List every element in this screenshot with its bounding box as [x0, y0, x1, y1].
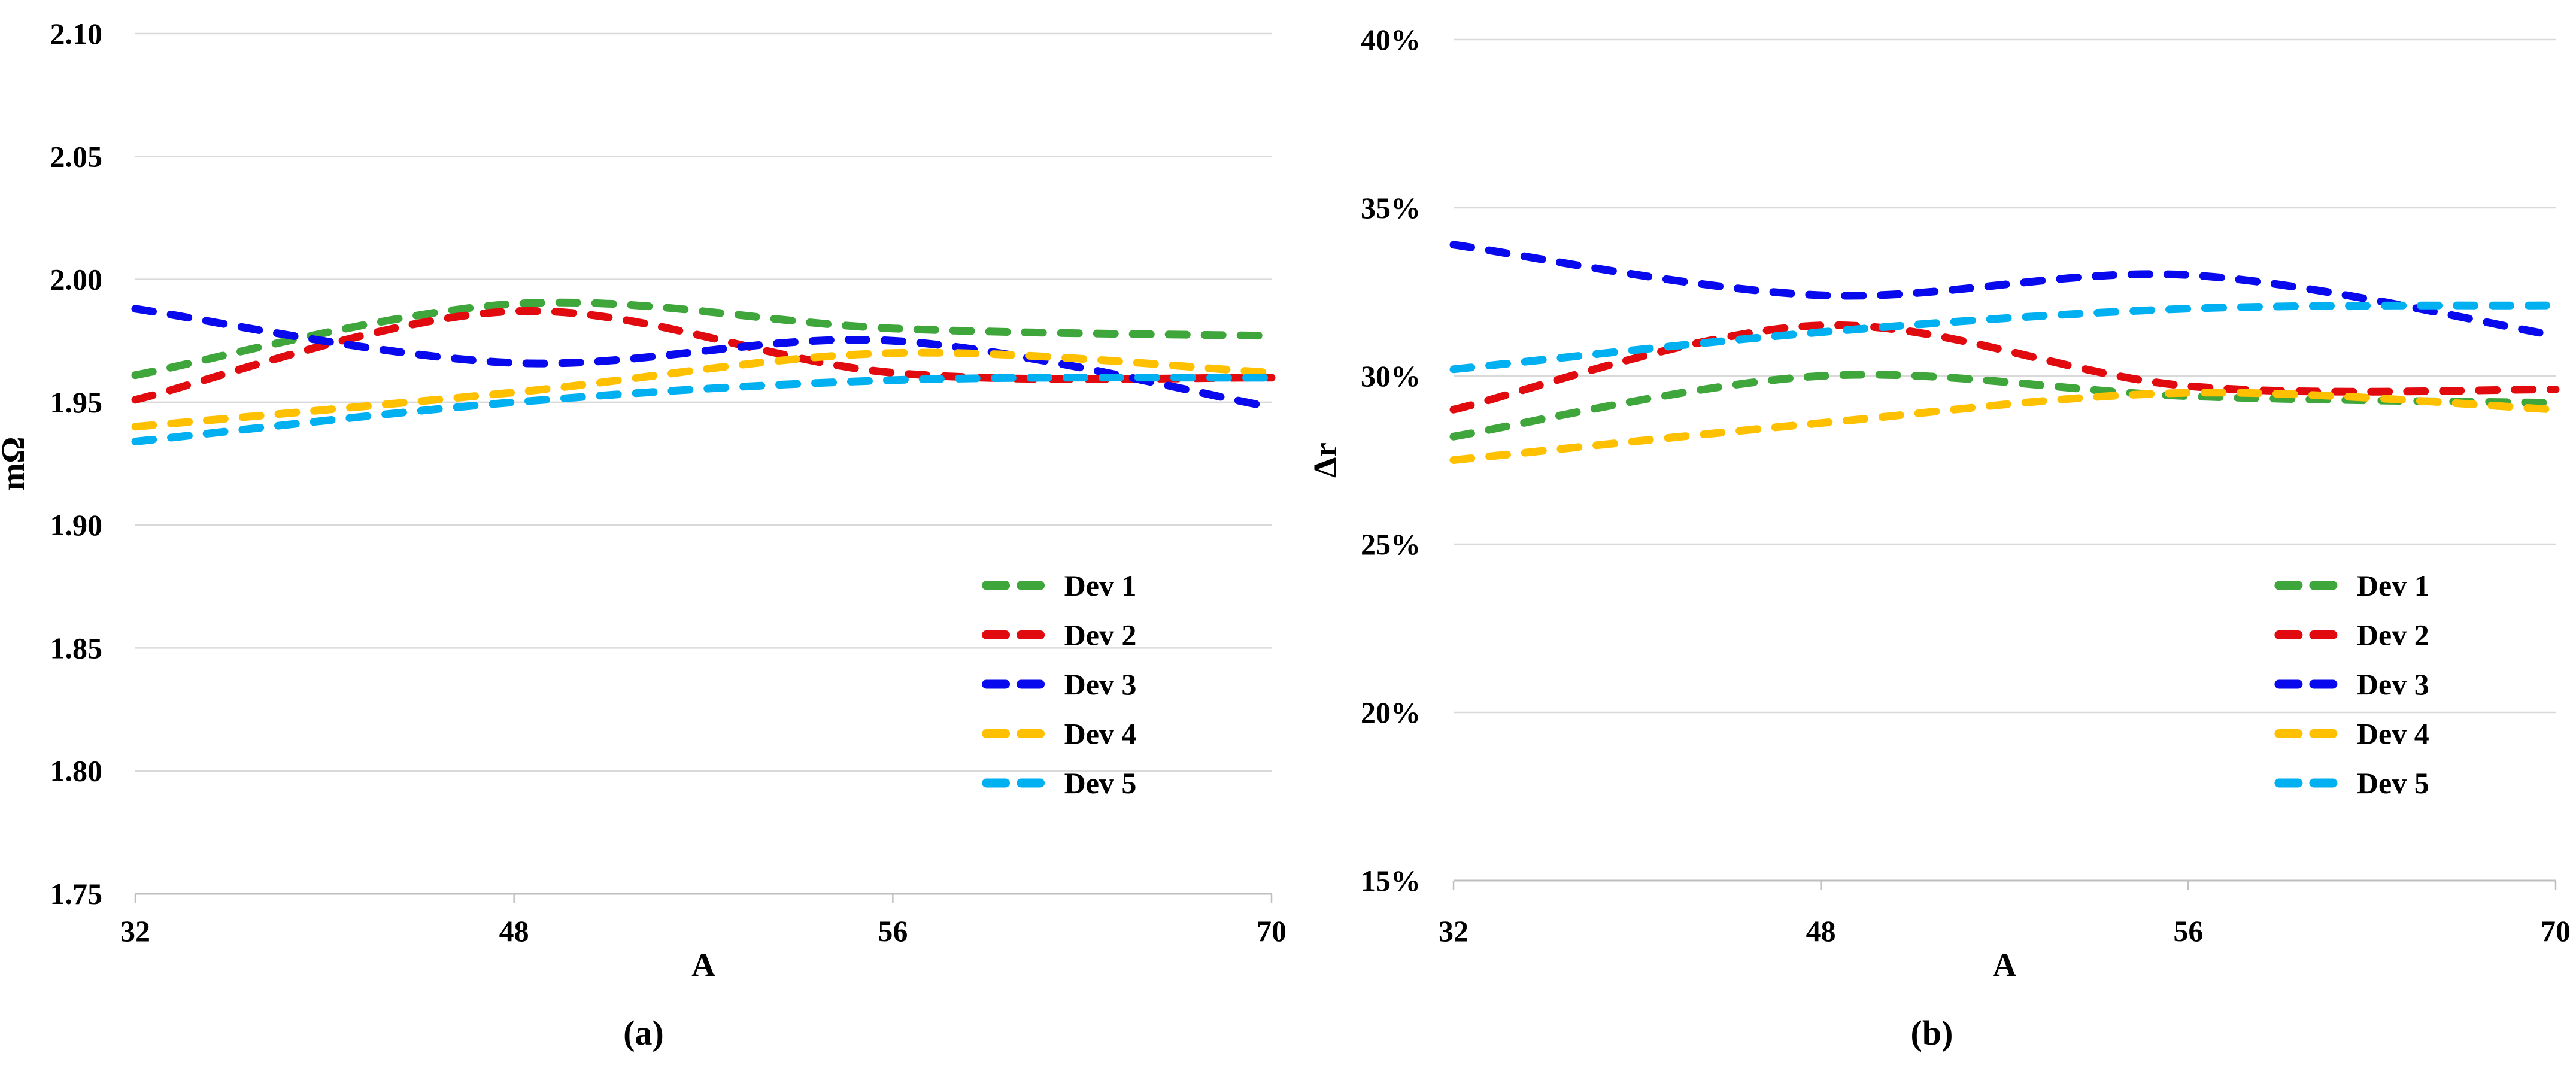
y-tick-label: 1.95	[50, 386, 103, 419]
series-dev-2-line	[1449, 321, 2560, 414]
y-gridlines	[1454, 38, 2556, 714]
legend-label-dev-5: Dev 5	[1064, 766, 1137, 800]
y-tick-label: 15%	[1361, 864, 1421, 897]
y-gridlines	[135, 32, 1272, 772]
legend-item-dev-1: Dev 1	[982, 569, 1137, 602]
x-axis-title: A	[691, 946, 715, 983]
y-tick-label: 1.90	[50, 508, 103, 542]
x-tick-label: 48	[499, 914, 529, 948]
x-axis-title: A	[1993, 946, 2017, 983]
legend-label-dev-5: Dev 5	[2357, 766, 2429, 800]
legend-label-dev-3: Dev 3	[2357, 667, 2429, 701]
y-tick-label: 30%	[1361, 359, 1421, 393]
legend-label-dev-4: Dev 4	[2357, 717, 2429, 751]
series-group	[131, 298, 1276, 445]
series-dev-4-line	[1449, 389, 2560, 464]
y-tick-label: 20%	[1361, 696, 1421, 729]
legend-item-dev-4: Dev 4	[2274, 717, 2429, 751]
legend-label-dev-2: Dev 2	[1064, 618, 1137, 652]
legend-item-dev-3: Dev 3	[982, 667, 1137, 701]
x-tick-label: 32	[1439, 914, 1468, 948]
series-dev-5-line	[1449, 301, 2560, 374]
y-tick-label: 2.00	[50, 263, 103, 296]
chart-caption-a: (a)	[623, 1014, 664, 1052]
legend-label-dev-3: Dev 3	[1064, 667, 1137, 701]
legend-item-dev-5: Dev 5	[982, 766, 1137, 800]
series-dev-3-line	[131, 305, 1276, 411]
y-tick-label: 1.75	[50, 877, 103, 911]
y-tick-labels: 40% 35% 30% 25% 20% 15%	[1361, 23, 1421, 897]
y-tick-label: 2.10	[50, 17, 103, 50]
series-dev-5-line	[131, 374, 1276, 445]
legend-item-dev-1: Dev 1	[2274, 569, 2429, 602]
x-tick-label: 56	[2173, 914, 2203, 948]
x-tick-label: 70	[2541, 914, 2571, 948]
legend-item-dev-5: Dev 5	[2274, 766, 2429, 800]
y-tick-label: 1.85	[50, 631, 103, 665]
x-tick-label: 48	[1806, 914, 1836, 948]
y-axis-title: mΩ	[0, 437, 31, 491]
legend-label-dev-4: Dev 4	[1064, 717, 1137, 751]
x-tick-label: 70	[1257, 914, 1287, 948]
chart-caption-b: (b)	[1911, 1014, 1953, 1052]
legend: Dev 1 Dev 2 Dev 3 Dev 4 Dev 5	[2274, 569, 2429, 800]
y-tick-labels: 2.10 2.05 2.00 1.95 1.90 1.85 1.80 1.75	[50, 17, 103, 911]
series-dev-1-line	[131, 298, 1276, 380]
y-tick-label: 1.80	[50, 754, 103, 788]
series-group	[1449, 241, 2560, 464]
legend-item-dev-2: Dev 2	[2274, 618, 2429, 652]
x-tick-label: 32	[120, 914, 150, 948]
legend-item-dev-2: Dev 2	[982, 618, 1137, 652]
series-dev-2-line	[131, 307, 1276, 404]
legend: Dev 1 Dev 2 Dev 3 Dev 4 Dev 5	[982, 569, 1137, 800]
series-dev-4-line	[131, 348, 1276, 431]
y-tick-label: 35%	[1361, 191, 1421, 224]
legend-item-dev-3: Dev 3	[2274, 667, 2429, 701]
chart-a: 2.10 2.05 2.00 1.95 1.90 1.85 1.80 1.75 32 48 56 70…	[0, 17, 1287, 1052]
legend-label-dev-1: Dev 1	[1064, 569, 1137, 602]
x-tick-label: 56	[878, 914, 908, 948]
legend-item-dev-4: Dev 4	[982, 717, 1137, 751]
legend-label-dev-1: Dev 1	[2357, 569, 2429, 602]
y-axis-title: Δr	[1307, 442, 1343, 478]
y-tick-label: 40%	[1361, 23, 1421, 56]
y-tick-label: 25%	[1361, 527, 1421, 561]
legend-label-dev-2: Dev 2	[2357, 618, 2429, 652]
y-tick-label: 2.05	[50, 139, 103, 173]
